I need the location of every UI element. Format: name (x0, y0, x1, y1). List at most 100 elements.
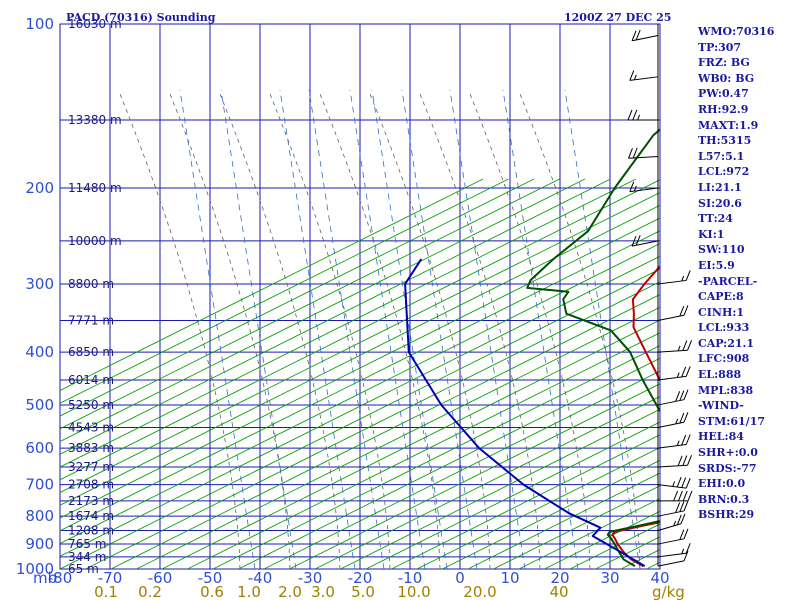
mixing-ratio-label: 10.0 (397, 583, 430, 600)
wind-barb (657, 500, 689, 517)
dry-adiabat (442, 459, 660, 569)
pressure-tick-label: 200 (25, 179, 54, 197)
chart-title: PACD (70316) Sounding (66, 11, 216, 24)
wind-barbs (627, 24, 693, 567)
index-item: FRZ: BG (698, 56, 750, 70)
dry-adiabat (314, 396, 660, 569)
mixing-ratio-label: 40 (549, 583, 568, 600)
index-item: TT:24 (698, 212, 733, 226)
temperature-tick-label: -50 (198, 569, 223, 587)
dry-adiabat (60, 179, 660, 481)
temperature-tick-label: 0 (455, 569, 465, 587)
index-item: WMO:70316 (698, 25, 775, 38)
moist-adiabat (469, 93, 591, 569)
height-label: 4543 m (68, 420, 114, 434)
temperature-tick-label: -80 (48, 569, 73, 587)
dry-adiabat (263, 370, 660, 569)
mixing-ratio-line (401, 89, 478, 569)
index-item: SRDS:-77 (698, 461, 757, 475)
mixing-ratio-line (279, 89, 356, 569)
index-item: LCL:972 (698, 165, 750, 179)
dry-adiabat (60, 178, 586, 442)
mixing-ratio-label: 5.0 (351, 583, 375, 600)
height-label: 1208 m (68, 524, 114, 538)
moist-adiabat (319, 93, 441, 569)
dry-adiabat (60, 178, 509, 404)
dry-adiabat (60, 178, 560, 430)
index-item: HEL:84 (698, 430, 744, 444)
wind-barb (658, 490, 693, 502)
height-label: 13380 m (68, 113, 122, 127)
height-label: 2708 m (68, 478, 114, 492)
mixing-ratio-label: 3.0 (311, 583, 335, 600)
mixing-ratio-label: 2.0 (278, 583, 302, 600)
moist-adiabat (419, 93, 541, 569)
wind-barb (629, 181, 659, 193)
wind-barb (631, 235, 659, 247)
wind-barb (657, 528, 689, 545)
index-item: CINH:1 (698, 305, 745, 319)
moist-adiabat (269, 93, 391, 569)
pressure-temperature-grid (59, 23, 661, 570)
index-item: L57:5.1 (698, 149, 745, 163)
mixing-ratio-line (308, 89, 385, 569)
moist-adiabat (219, 93, 341, 569)
pressure-tick-label: 500 (25, 396, 54, 414)
index-item: BSHR:29 (698, 508, 755, 522)
index-item: MAXT:1.9 (698, 118, 759, 132)
index-item: EHI:0.0 (698, 477, 746, 491)
dry-adiabat (391, 434, 660, 569)
dry-adiabat (493, 485, 660, 569)
pressure-tick-label: 400 (25, 343, 54, 361)
dry-adiabat (416, 447, 660, 569)
wind-barb (657, 389, 689, 406)
wind-barb (657, 412, 689, 428)
mixing-ratio-line (349, 89, 426, 569)
pressure-tick-label: 1000 (16, 560, 54, 578)
sounding-indices-panel: WMO:70316 TP:307 FRZ: BG WB0: BG PW:0.47 RH:9… (698, 24, 798, 523)
height-label: 2173 m (68, 494, 114, 508)
index-item: TP:307 (698, 40, 742, 54)
wind-barb (657, 455, 693, 468)
mixing-ratio-lines (179, 89, 641, 569)
temperature-tick-label: -10 (398, 569, 423, 587)
chart-time: 1200Z 27 DEC 25 (564, 11, 671, 24)
temperature-tick-label: 10 (500, 569, 519, 587)
dry-adiabat (238, 357, 660, 569)
wind-barb (627, 147, 659, 159)
index-item: CAPE:8 (698, 290, 744, 304)
height-label: 7771 m (68, 314, 114, 328)
height-label: 10000 m (68, 234, 122, 248)
mixing-ratio-label: 0.1 (94, 583, 118, 600)
index-item: CAP:21.1 (698, 336, 755, 350)
dry-adiabat (110, 294, 660, 569)
temperature-tick-label: -70 (98, 569, 123, 587)
index-item: BRN:0.3 (698, 492, 750, 506)
height-label: 3883 m (68, 441, 114, 455)
dry-adiabat (60, 192, 660, 493)
height-label: 3277 m (68, 460, 114, 474)
wind-barb (657, 305, 689, 322)
index-item: -PARCEL- (698, 274, 758, 288)
dry-adiabat (60, 178, 611, 455)
pressure-tick-label: 700 (25, 476, 54, 494)
wind-barb (657, 366, 691, 381)
dry-adiabat (187, 332, 660, 569)
mixing-ratio-line (220, 89, 297, 569)
mixing-ratio-label: 0.2 (138, 583, 162, 600)
temperature-profile (611, 264, 660, 567)
wind-barb (657, 513, 686, 532)
index-item: EI:5.9 (698, 258, 735, 272)
temperature-tick-label: -20 (348, 569, 373, 587)
wind-barb (657, 476, 691, 489)
parcel-trajectory (404, 258, 646, 567)
temperature-tick-label: -60 (148, 569, 173, 587)
pressure-tick-label: 100 (25, 15, 54, 33)
index-item: RH:92.9 (698, 102, 749, 116)
mixing-ratio-line (449, 89, 526, 569)
wind-barb (657, 543, 691, 558)
index-item: MPL:838 (698, 383, 754, 397)
dry-adiabats (60, 178, 660, 569)
mixing-ratio-unit: g/kg (652, 583, 685, 600)
